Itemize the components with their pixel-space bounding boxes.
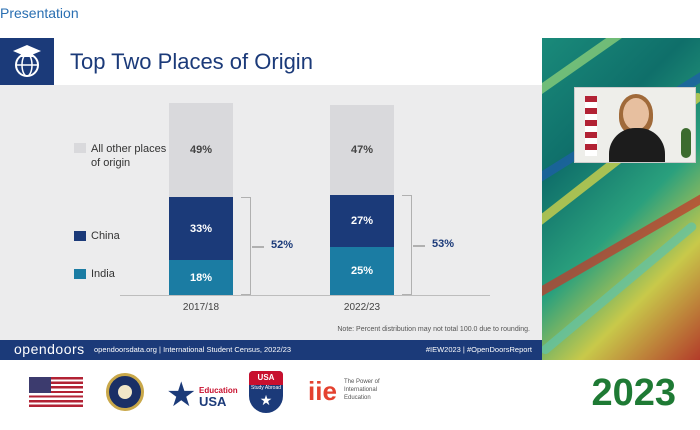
opendoors-logo: opendoors	[14, 341, 85, 357]
x-axis-line	[120, 295, 490, 296]
bar-segment-india-2: 25%	[330, 247, 394, 295]
category-label-1: 2017/18	[182, 302, 220, 313]
bar-segment-china-1: 33%	[169, 197, 233, 261]
plant-icon	[681, 128, 691, 158]
legend-label-china: China	[91, 230, 120, 242]
sponsor-logo-bar: ★ Education USA USA Study Abroad ★ iie T…	[0, 360, 700, 430]
chart-note: Note: Percent distribution may not total…	[337, 326, 530, 333]
window-title: Presentation	[0, 5, 79, 21]
legend-label-other: All other places of origin	[91, 143, 167, 169]
bracket-tick-1	[252, 246, 264, 248]
legend-swatch-china	[74, 231, 86, 241]
event-year: 2023	[591, 372, 676, 414]
slide-footer: opendoors opendoorsdata.org | Internatio…	[0, 340, 542, 360]
american-flag-icon	[29, 377, 83, 407]
slide-title: Top Two Places of Origin	[70, 49, 313, 74]
bracket-total-1: 52%	[271, 239, 294, 252]
presentation-stage: Top Two Places of Origin All other place…	[0, 38, 700, 360]
bracket-total-2: 53%	[432, 238, 455, 251]
bracket-2	[402, 195, 412, 295]
graduation-globe-icon	[0, 38, 54, 85]
presenter-face	[623, 98, 649, 130]
presenter-body	[609, 128, 665, 162]
bracket-1	[241, 197, 251, 295]
department-of-state-seal-icon	[106, 373, 144, 411]
category-label-2: 2022/23	[343, 302, 381, 313]
bracket-tick-2	[413, 245, 425, 247]
us-flag-icon	[585, 96, 597, 156]
education-usa-logo: ★ Education USA	[166, 376, 238, 414]
slide: Top Two Places of Origin All other place…	[0, 38, 542, 360]
footer-hashtags: #IEW2023 | #OpenDoorsReport	[425, 345, 532, 354]
usa-study-abroad-logo: USA Study Abroad ★	[249, 371, 283, 413]
presenter-video	[574, 87, 696, 163]
iie-logo: iie The Power of International Education	[308, 376, 380, 406]
legend-swatch-other	[74, 143, 86, 153]
footer-info: opendoorsdata.org | International Studen…	[94, 345, 292, 354]
slide-header: Top Two Places of Origin	[0, 38, 542, 85]
bar-segment-other-1: 49%	[169, 103, 233, 198]
bar-segment-china-2: 27%	[330, 195, 394, 247]
bar-segment-other-2: 47%	[330, 104, 394, 196]
legend-swatch-india	[74, 269, 86, 279]
bar-segment-india-1: 18%	[169, 260, 233, 295]
legend-label-india: India	[91, 268, 115, 280]
